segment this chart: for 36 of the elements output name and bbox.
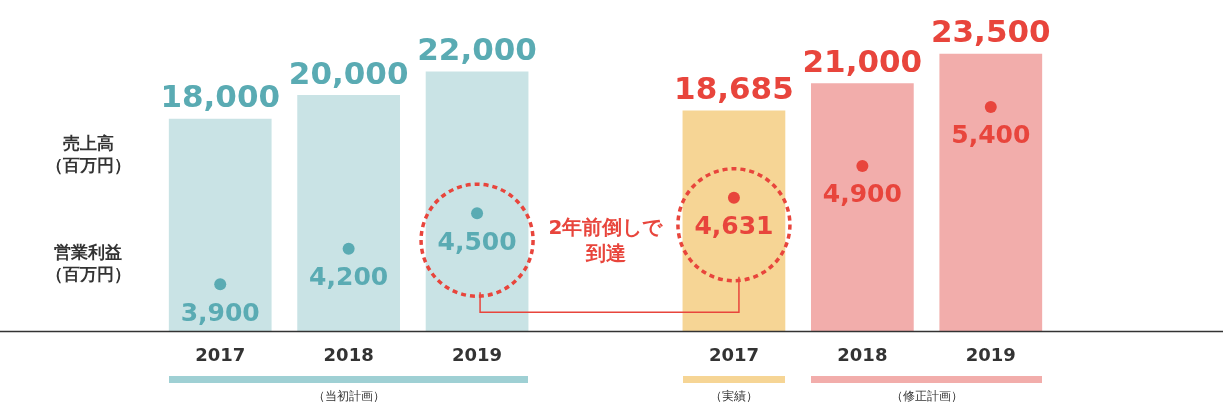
data-label: 23,500 [930,13,1051,50]
point [342,242,355,255]
y-axis-title: 売上高（百万円） [45,132,131,177]
bar [425,71,529,332]
bar [682,110,786,332]
point [727,191,740,204]
bar [168,118,272,332]
data-label: 18,685 [674,70,794,107]
point [856,159,869,172]
point [984,100,997,113]
text: （実績） [709,388,758,405]
x-tick-label: 2017 [195,343,246,365]
x-tick-label: 2019 [965,343,1016,365]
data-label: 22,000 [417,30,537,67]
data-label: 4,631 [694,211,774,241]
x-tick-label: 2018 [323,343,374,365]
data-label: 5,400 [951,120,1031,150]
data-label: 3,900 [180,297,260,327]
data-label: 4,200 [309,262,389,292]
bar [810,83,914,332]
data-label: 4,500 [437,226,517,256]
text: （当初計画） [312,388,385,405]
point [471,207,484,220]
bar [939,53,1043,332]
y2-axis-title: 営業利益（百万円） [45,241,131,286]
bar [297,95,401,332]
x-tick-label: 2018 [837,343,888,365]
data-label: 21,000 [802,42,923,79]
x-tick-label: 2017 [708,343,759,365]
point [214,278,227,291]
text: （修正計画） [890,388,963,405]
data-label: 20,000 [288,54,409,91]
x-tick-label: 2019 [452,343,503,365]
data-label: 18,000 [160,78,281,115]
data-label: 4,900 [822,179,902,209]
annotation: 2年前倒しで到達 [547,214,664,267]
